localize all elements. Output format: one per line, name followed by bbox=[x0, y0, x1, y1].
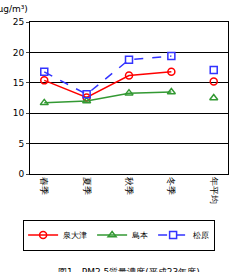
svg-text:0: 0 bbox=[18, 169, 24, 179]
svg-text:夏季: 夏季 bbox=[82, 177, 92, 195]
svg-text:15: 15 bbox=[13, 78, 24, 88]
svg-text:松原: 松原 bbox=[193, 231, 209, 240]
svg-text:島本: 島本 bbox=[132, 231, 148, 240]
svg-text:5: 5 bbox=[18, 139, 24, 149]
svg-text:10: 10 bbox=[13, 108, 25, 118]
svg-text:泉大津: 泉大津 bbox=[63, 231, 87, 240]
svg-text:図1 PM2.5質量濃度(平成23年度): 図1 PM2.5質量濃度(平成23年度) bbox=[58, 267, 200, 272]
svg-text:25: 25 bbox=[13, 17, 24, 27]
svg-text:秋季: 秋季 bbox=[124, 177, 134, 195]
svg-text:20: 20 bbox=[13, 48, 25, 58]
svg-text:(μg/m³): (μg/m³) bbox=[0, 4, 28, 14]
svg-text:春季: 春季 bbox=[39, 177, 49, 195]
svg-text:冬季: 冬季 bbox=[166, 177, 176, 195]
svg-text:年平均: 年平均 bbox=[209, 177, 219, 204]
